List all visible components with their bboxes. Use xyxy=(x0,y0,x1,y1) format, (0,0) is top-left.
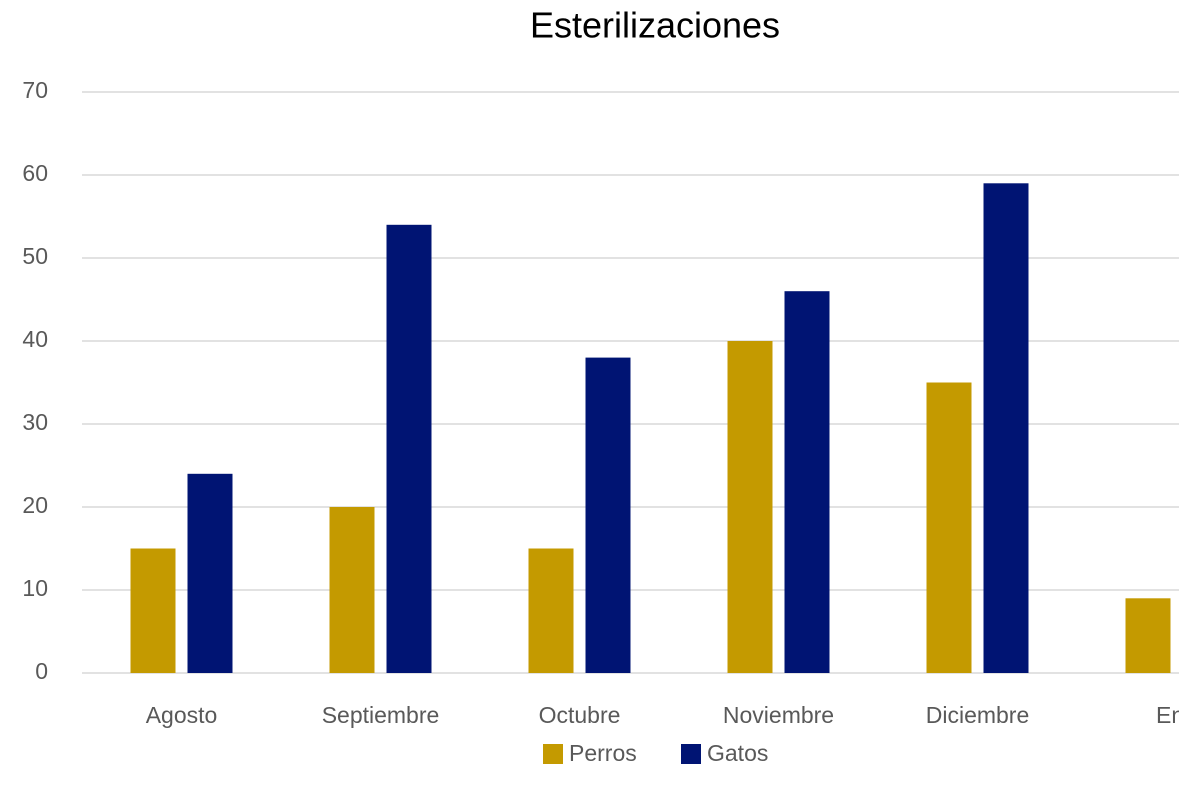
x-tick-label: Agosto xyxy=(146,702,218,728)
y-tick-label: 10 xyxy=(22,575,48,601)
y-tick-label: 0 xyxy=(35,658,48,684)
x-tick-label: Octubre xyxy=(539,702,621,728)
legend-label: Gatos xyxy=(707,740,768,766)
chart-title: Esterilizaciones xyxy=(530,5,780,46)
y-tick-label: 60 xyxy=(22,160,48,186)
bar xyxy=(187,473,233,673)
bar xyxy=(983,183,1029,674)
y-tick-label: 20 xyxy=(22,492,48,518)
y-tick-label: 40 xyxy=(22,326,48,352)
y-tick-label: 70 xyxy=(22,77,48,103)
bar xyxy=(329,507,375,673)
y-tick-label: 30 xyxy=(22,409,48,435)
x-tick-label: Diciembre xyxy=(926,702,1030,728)
bar xyxy=(1125,598,1171,673)
bar xyxy=(528,548,574,673)
legend-label: Perros xyxy=(569,740,637,766)
bar xyxy=(784,291,830,673)
bar xyxy=(585,357,631,673)
bar xyxy=(386,224,432,674)
bar xyxy=(130,548,176,673)
legend-swatch xyxy=(543,744,563,764)
bar xyxy=(926,382,972,673)
legend-swatch xyxy=(681,744,701,764)
x-tick-label: Ene xyxy=(1156,702,1179,728)
x-tick-label: Noviembre xyxy=(723,702,834,728)
x-tick-label: Septiembre xyxy=(322,702,440,728)
y-tick-label: 50 xyxy=(22,243,48,269)
bar xyxy=(727,341,773,673)
